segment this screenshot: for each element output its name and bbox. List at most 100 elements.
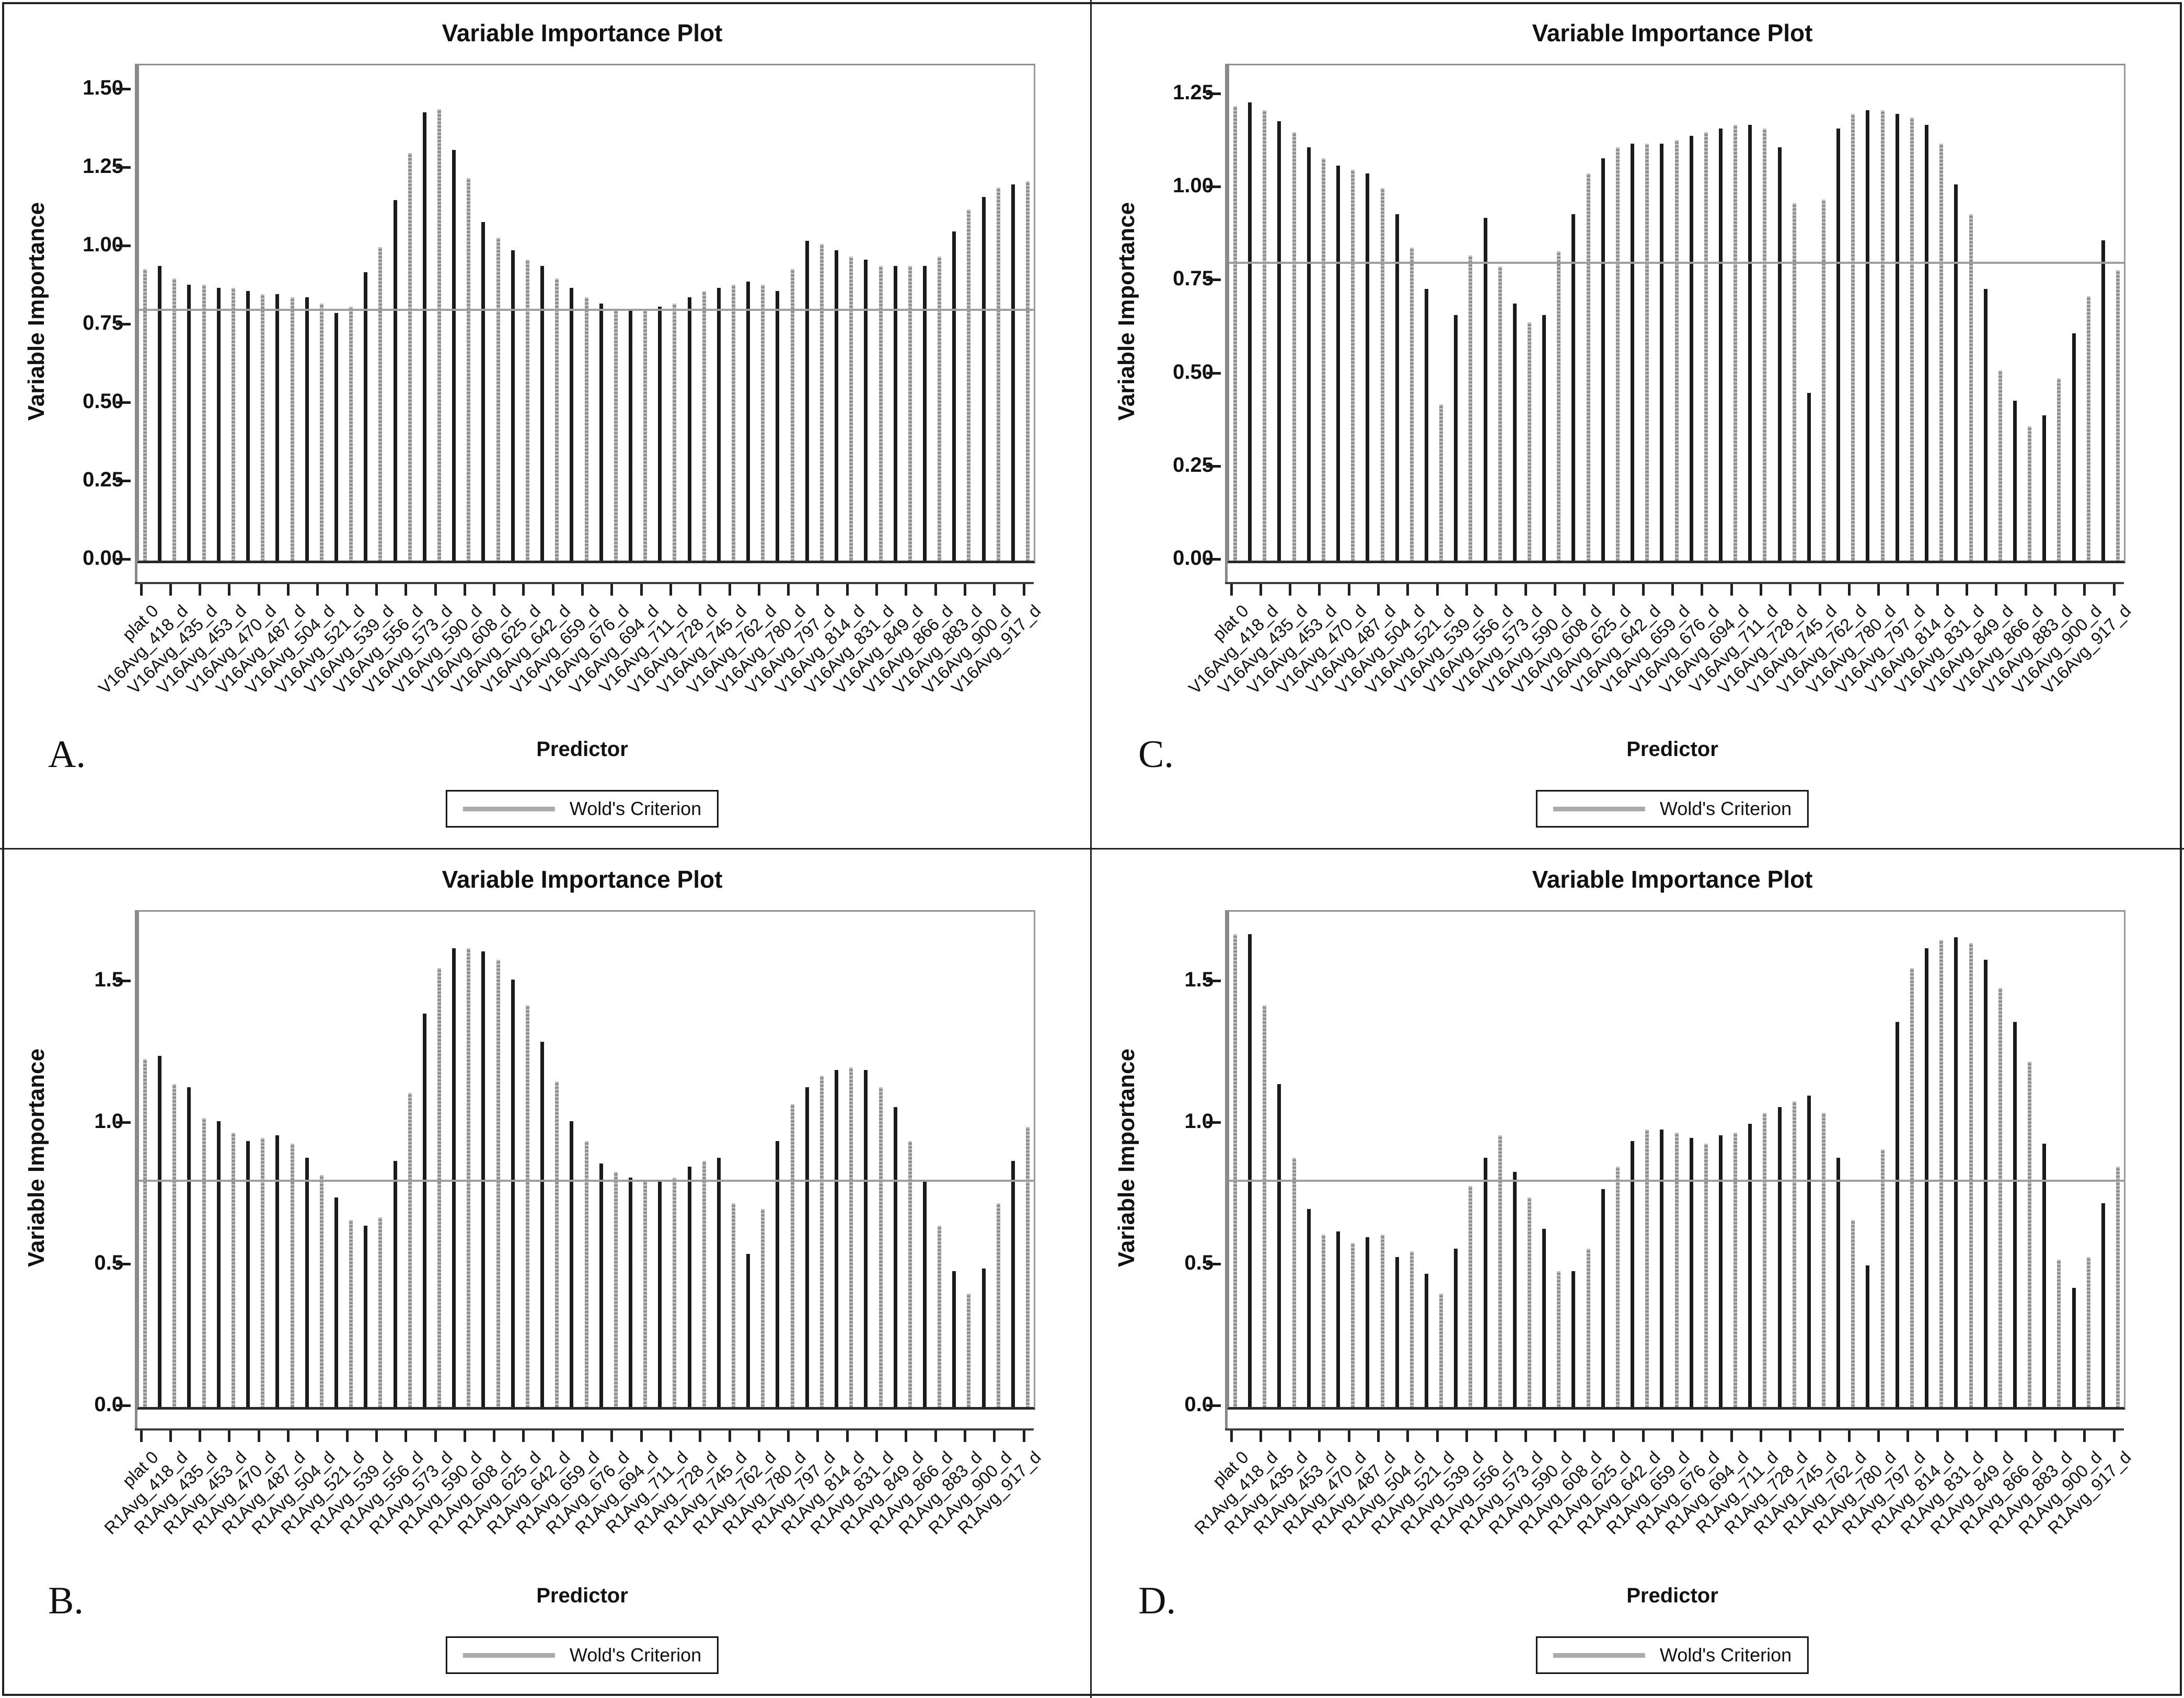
x-tick-mark	[1230, 584, 1233, 596]
bar	[1454, 315, 1458, 561]
x-tick-mark	[1847, 584, 1851, 596]
bar	[511, 980, 515, 1407]
x-tick-mark	[581, 584, 584, 596]
panel-letter: A.	[48, 733, 86, 776]
bar	[1866, 1265, 1870, 1407]
x-axis-connector	[1225, 559, 1228, 584]
x-axis-labels: plat 0 R1Avg_418_d R1Avg_435_d R1Avg_453_d R…	[1094, 852, 2181, 1695]
bar	[452, 948, 456, 1407]
x-tick-mark	[1495, 584, 1498, 596]
bar	[408, 1092, 412, 1407]
bar	[717, 1158, 721, 1407]
x-tick-mark	[728, 1430, 731, 1442]
bar	[1601, 158, 1605, 561]
bar	[2028, 1062, 2032, 1407]
plot-area	[135, 910, 1035, 1410]
legend-line-swatch	[1553, 1653, 1645, 1658]
y-tick-mark	[116, 480, 131, 482]
x-tick-mark	[463, 1430, 466, 1442]
x-tick-mark	[2024, 1430, 2027, 1442]
bar	[1777, 1107, 1782, 1407]
bar	[864, 1070, 868, 1407]
bar	[393, 1160, 397, 1407]
x-tick-mark	[434, 1430, 437, 1442]
x-tick-mark	[463, 584, 466, 596]
bar	[1395, 214, 1399, 561]
y-tick-mark	[1206, 1263, 1221, 1266]
bar	[1998, 988, 2002, 1407]
panel-B: Variable Importance Plot Variable Import…	[4, 852, 1091, 1695]
bar	[1321, 158, 1325, 561]
bar	[422, 112, 426, 561]
bar	[1557, 1271, 1561, 1407]
bar	[673, 304, 677, 561]
bar	[1734, 1132, 1738, 1407]
bar	[819, 1076, 824, 1407]
x-tick-mark	[581, 1430, 584, 1442]
bar	[1718, 1135, 1723, 1407]
x-tick-mark	[405, 584, 408, 596]
x-tick-mark	[345, 1430, 349, 1442]
bar	[1998, 370, 2002, 561]
x-tick-mark	[816, 584, 819, 596]
row-divider-line	[0, 848, 2184, 850]
bar	[1954, 184, 1958, 561]
bar	[246, 291, 250, 561]
bar	[1939, 143, 1944, 561]
bar	[702, 1160, 706, 1407]
x-tick-mark	[1289, 1430, 1292, 1442]
bar	[776, 291, 780, 561]
x-tick-mark	[2053, 1430, 2056, 1442]
bar	[1792, 1101, 1796, 1407]
bar	[1542, 315, 1546, 561]
bar	[1498, 266, 1502, 561]
bar	[1586, 173, 1590, 561]
bar	[496, 960, 500, 1407]
bar	[1011, 184, 1015, 561]
y-tick-mark	[1206, 185, 1221, 189]
bar	[1689, 136, 1693, 561]
panel-A: Variable Importance Plot Variable Import…	[4, 5, 1091, 848]
x-tick-mark	[875, 1430, 878, 1442]
x-tick-mark	[1524, 584, 1527, 596]
bar	[893, 266, 897, 561]
bar	[1836, 1158, 1841, 1407]
bar	[1277, 121, 1281, 561]
x-tick-mark	[1230, 1430, 1233, 1442]
bar	[393, 200, 397, 561]
bar	[1822, 199, 1825, 561]
bar	[687, 297, 691, 561]
bar	[1910, 968, 1914, 1407]
x-tick-mark	[669, 1430, 672, 1442]
x-tick-mark	[1553, 584, 1556, 596]
bar	[2042, 1144, 2047, 1407]
x-tick-mark	[228, 584, 231, 596]
bar	[996, 1203, 1000, 1407]
bar	[1763, 129, 1767, 561]
bar	[2072, 333, 2076, 561]
bar	[555, 1081, 559, 1407]
x-tick-mark	[316, 1430, 319, 1442]
bar	[1704, 1144, 1708, 1407]
bar	[1528, 322, 1531, 561]
x-axis-connector	[135, 1405, 137, 1430]
x-tick-mark	[1789, 1430, 1792, 1442]
x-axis-labels: plat 0 R1Avg_418_d R1Avg_435_d R1Avg_453_d R…	[4, 852, 1091, 1695]
bar	[879, 266, 883, 561]
x-tick-mark	[963, 584, 966, 596]
bar	[2101, 1203, 2105, 1407]
wolds-criterion-line	[139, 309, 1034, 311]
panel-letter: B.	[48, 1579, 84, 1622]
x-tick-mark	[1583, 1430, 1586, 1442]
x-tick-mark	[1759, 1430, 1762, 1442]
bar	[1366, 173, 1370, 561]
bar	[2086, 1257, 2090, 1407]
bar	[1351, 169, 1355, 561]
bar	[216, 288, 221, 561]
bar	[673, 1178, 677, 1407]
bar	[908, 1141, 912, 1407]
x-axis-baseline	[135, 1428, 1034, 1430]
x-tick-mark	[993, 584, 996, 596]
bar	[1336, 166, 1341, 561]
x-tick-mark	[1671, 1430, 1674, 1442]
